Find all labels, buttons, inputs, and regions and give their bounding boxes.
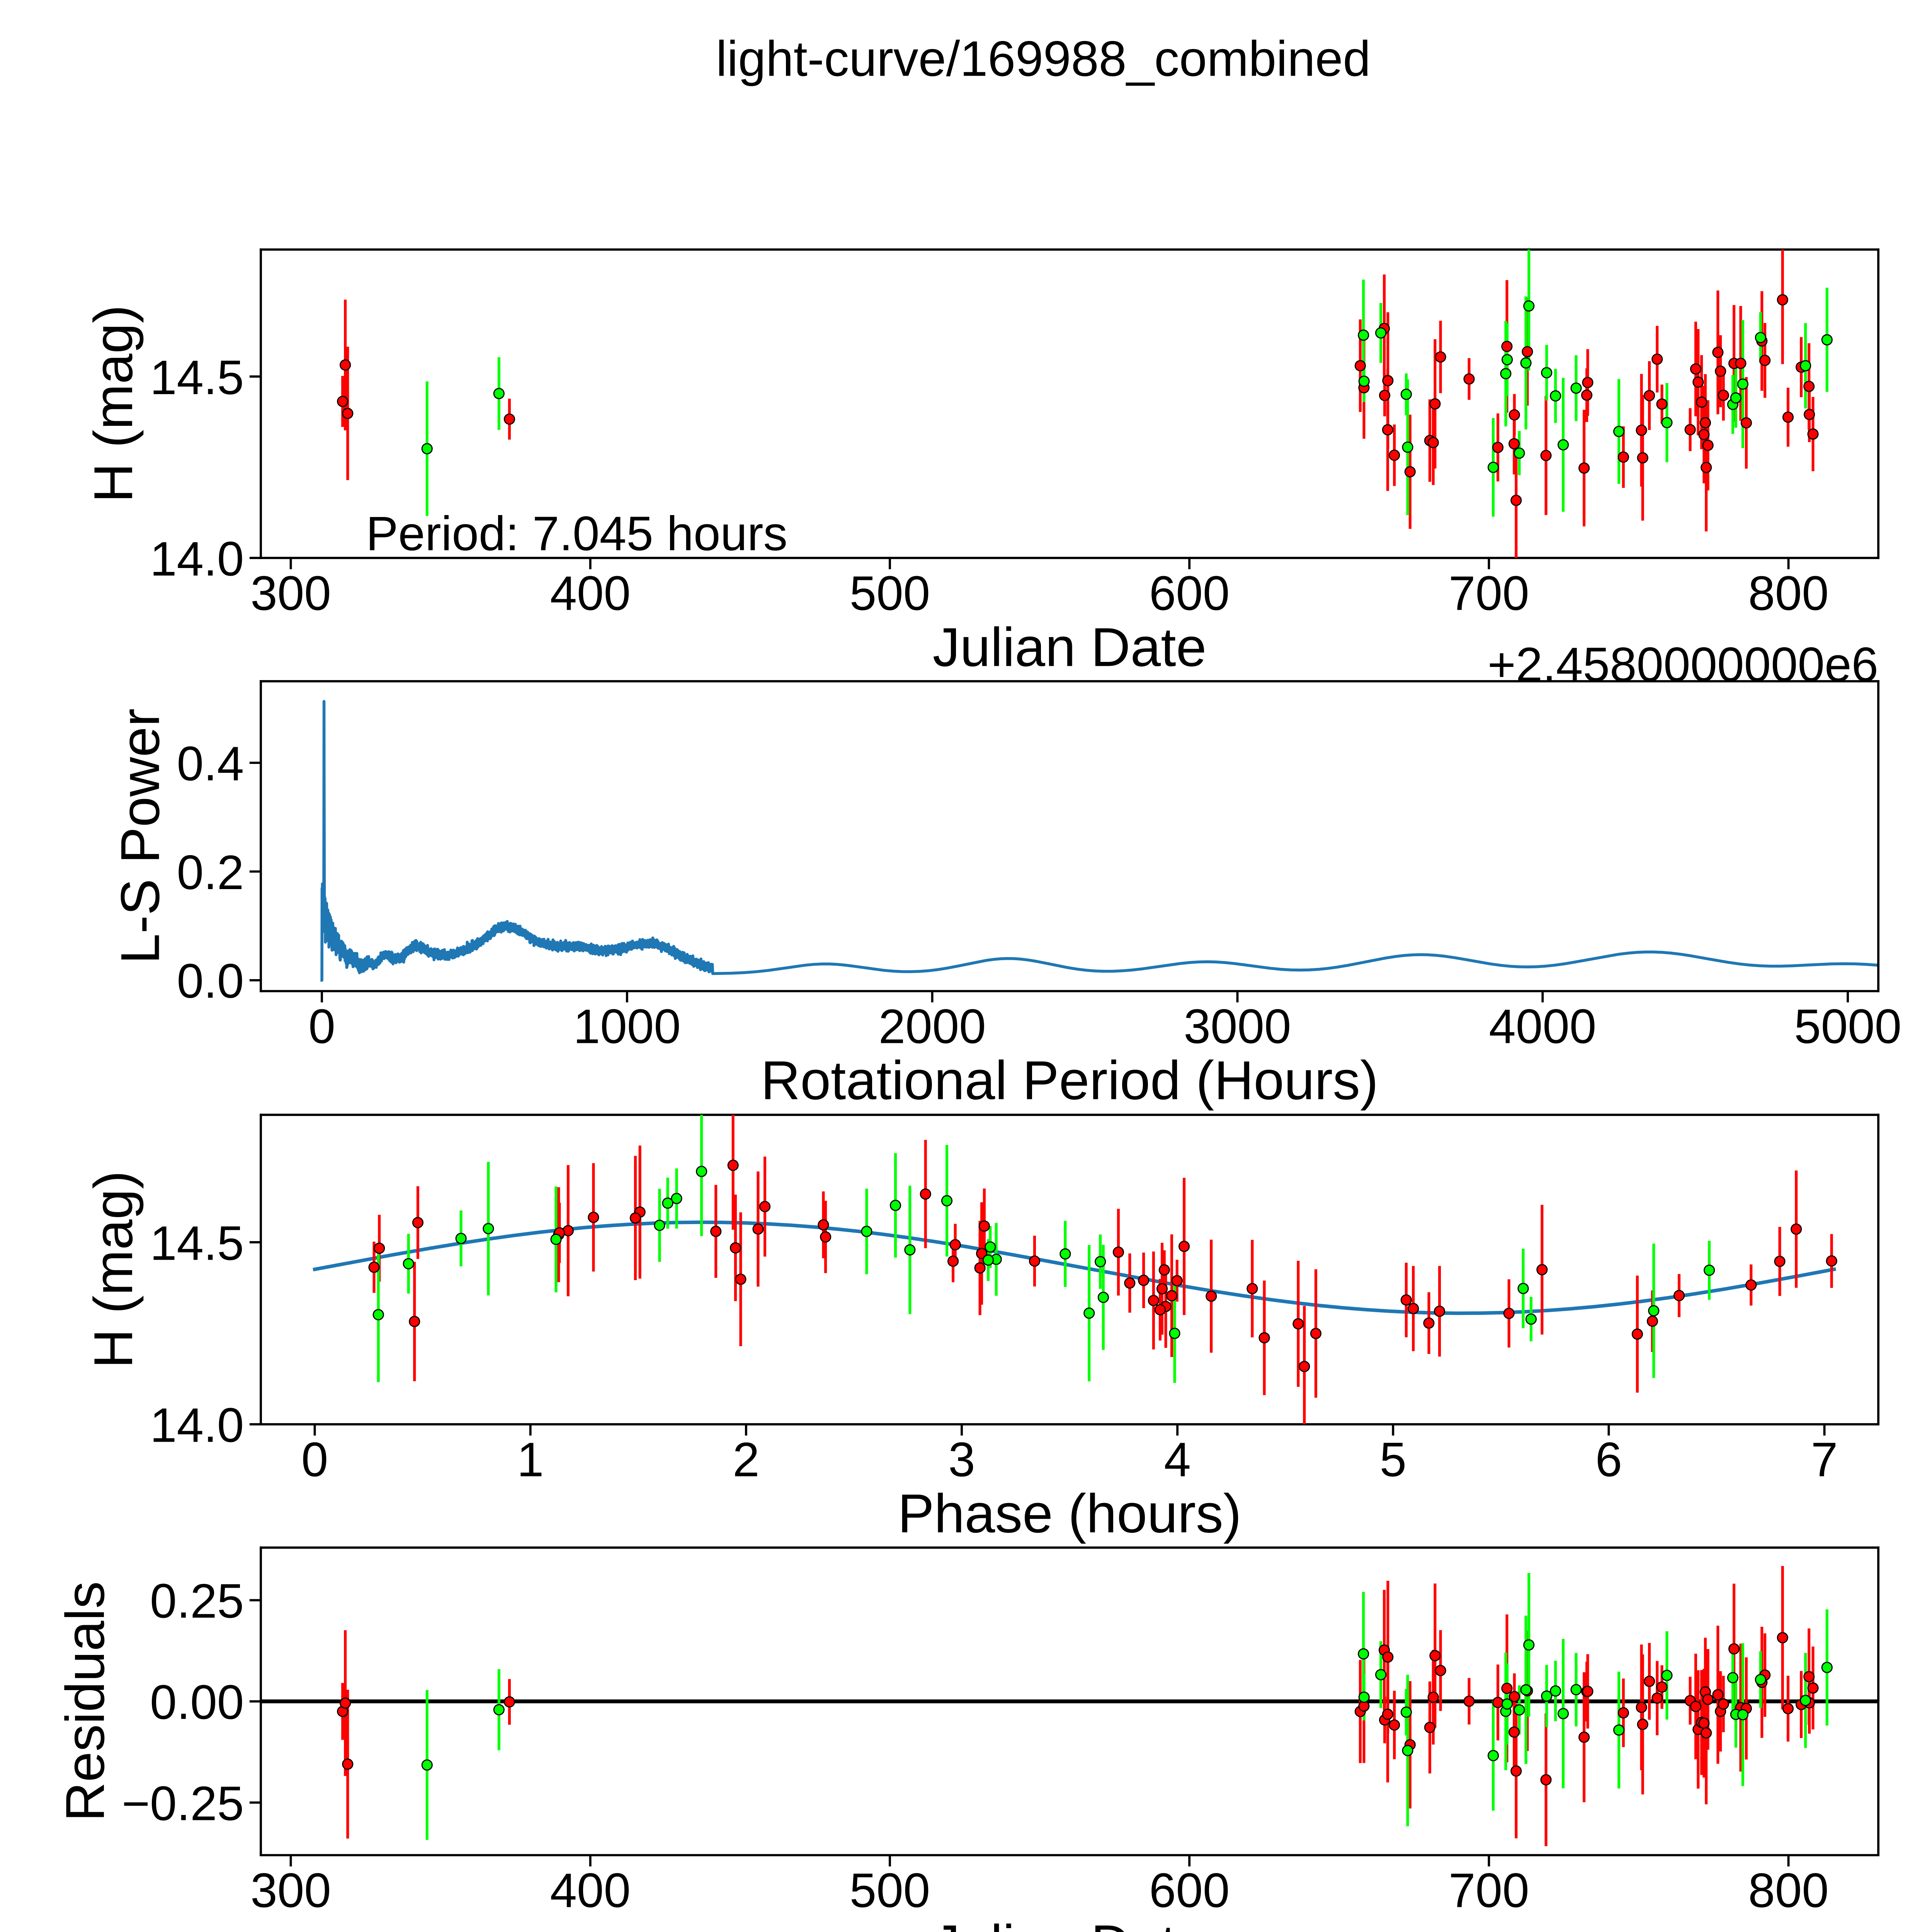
svg-text:0: 0 [301, 1433, 328, 1486]
svg-text:4: 4 [1164, 1433, 1191, 1486]
svg-text:3000: 3000 [1184, 1000, 1291, 1053]
svg-text:6: 6 [1595, 1433, 1622, 1486]
svg-text:−0.25: −0.25 [122, 1777, 244, 1830]
svg-text:light-curve/169988_combined: light-curve/169988_combined [716, 31, 1371, 87]
svg-text:700: 700 [1449, 1864, 1529, 1917]
svg-text:600: 600 [1149, 566, 1230, 620]
svg-text:0.2: 0.2 [177, 846, 244, 900]
svg-text:L-S Power: L-S Power [110, 708, 171, 964]
svg-text:0.25: 0.25 [150, 1575, 244, 1628]
svg-text:Julian Date: Julian Date [933, 617, 1207, 678]
svg-text:500: 500 [850, 1864, 930, 1917]
svg-text:0.00: 0.00 [150, 1675, 244, 1729]
svg-text:800: 800 [1748, 566, 1829, 620]
svg-text:4000: 4000 [1489, 1000, 1596, 1053]
svg-text:Residuals: Residuals [55, 1581, 116, 1821]
svg-text:7: 7 [1811, 1433, 1838, 1486]
svg-text:0.0: 0.0 [177, 954, 244, 1008]
svg-text:800: 800 [1748, 1864, 1829, 1917]
svg-text:5000: 5000 [1794, 1000, 1901, 1053]
svg-text:700: 700 [1449, 566, 1529, 620]
svg-text:14.0: 14.0 [150, 1398, 244, 1452]
svg-text:H (mag): H (mag) [83, 305, 144, 503]
svg-text:14.0: 14.0 [150, 532, 244, 586]
svg-text:400: 400 [550, 1864, 631, 1917]
svg-text:Phase (hours): Phase (hours) [898, 1483, 1242, 1544]
svg-text:Rotational Period (Hours): Rotational Period (Hours) [761, 1050, 1378, 1111]
svg-text:2000: 2000 [879, 1000, 986, 1053]
svg-text:5: 5 [1379, 1433, 1406, 1486]
svg-text:2: 2 [733, 1433, 760, 1486]
svg-text:3: 3 [948, 1433, 975, 1486]
svg-text:500: 500 [850, 566, 930, 620]
svg-text:Julian Date: Julian Date [933, 1914, 1207, 1932]
svg-text:0.4: 0.4 [177, 737, 244, 791]
svg-text:14.5: 14.5 [150, 351, 244, 405]
svg-text:400: 400 [550, 566, 631, 620]
svg-text:Period: 7.045 hours: Period: 7.045 hours [366, 507, 787, 561]
svg-text:1: 1 [517, 1433, 544, 1486]
svg-text:600: 600 [1149, 1864, 1230, 1917]
svg-text:0: 0 [308, 1000, 335, 1053]
svg-text:300: 300 [250, 1864, 331, 1917]
svg-text:300: 300 [250, 566, 331, 620]
svg-text:1000: 1000 [573, 1000, 681, 1053]
svg-text:H (mag): H (mag) [83, 1171, 144, 1369]
svg-text:14.5: 14.5 [150, 1216, 244, 1270]
